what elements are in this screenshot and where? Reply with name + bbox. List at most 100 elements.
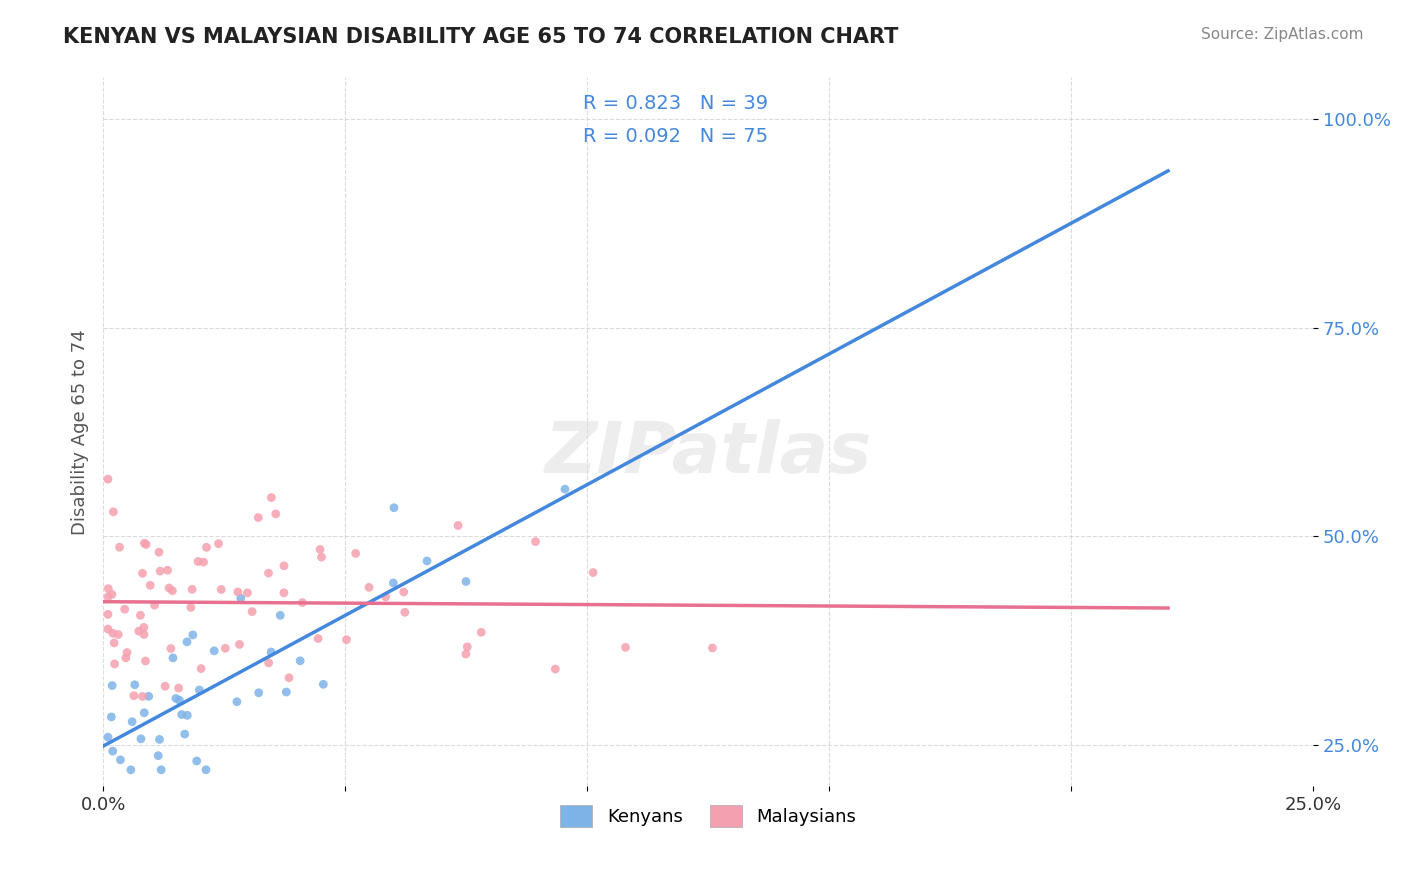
Point [335, 632, 357, 647]
Point [167, 681, 190, 695]
Point [148, 748, 170, 763]
Point [264, 507, 287, 521]
Point [176, 635, 198, 649]
Point [134, 654, 156, 668]
Point [107, 627, 129, 641]
Y-axis label: Disability Age 65 to 74: Disability Age 65 to 74 [72, 329, 89, 535]
Point [357, 580, 380, 594]
Point [226, 695, 249, 709]
Point [134, 706, 156, 720]
Point [97, 730, 120, 744]
Point [382, 500, 405, 515]
Point [291, 596, 314, 610]
Point [181, 582, 204, 597]
Point [97, 472, 120, 486]
Point [176, 708, 198, 723]
Point [416, 554, 439, 568]
Point [115, 646, 138, 660]
Point [544, 662, 567, 676]
Point [97, 590, 120, 604]
Point [193, 555, 215, 569]
Point [392, 585, 415, 599]
Point [156, 563, 179, 577]
Point [157, 581, 180, 595]
Point [121, 714, 143, 729]
Point [150, 763, 173, 777]
Point [257, 566, 280, 581]
Point [131, 690, 153, 704]
Point [132, 627, 155, 641]
Point [103, 505, 125, 519]
Point [101, 587, 124, 601]
Point [207, 536, 229, 550]
Point [101, 679, 124, 693]
Point [209, 582, 232, 597]
Point [180, 600, 202, 615]
Point [260, 645, 283, 659]
Point [131, 566, 153, 581]
Point [143, 598, 166, 612]
Point [214, 641, 236, 656]
Point [173, 727, 195, 741]
Point [162, 583, 184, 598]
Text: KENYAN VS MALAYSIAN DISABILITY AGE 65 TO 74 CORRELATION CHART: KENYAN VS MALAYSIAN DISABILITY AGE 65 TO… [63, 27, 898, 46]
Point [186, 754, 208, 768]
Point [470, 625, 492, 640]
Point [312, 677, 335, 691]
Point [456, 640, 478, 654]
Point [226, 585, 249, 599]
Point [247, 510, 270, 524]
Point [148, 545, 170, 559]
Point [122, 689, 145, 703]
Point [101, 744, 124, 758]
Point [311, 550, 333, 565]
Point [614, 640, 637, 655]
Point [110, 753, 132, 767]
Text: Source: ZipAtlas.com: Source: ZipAtlas.com [1201, 27, 1364, 42]
Point [273, 586, 295, 600]
Point [228, 637, 250, 651]
Point [307, 632, 329, 646]
Point [394, 605, 416, 619]
Point [129, 731, 152, 746]
Point [165, 691, 187, 706]
Point [240, 605, 263, 619]
Point [170, 707, 193, 722]
Point [153, 679, 176, 693]
Point [454, 574, 477, 589]
Point [447, 518, 470, 533]
Point [160, 641, 183, 656]
Point [236, 586, 259, 600]
Point [702, 640, 724, 655]
Point [115, 651, 138, 665]
Point [202, 644, 225, 658]
Point [195, 541, 218, 555]
Point [97, 607, 120, 622]
Point [257, 656, 280, 670]
Point [103, 636, 125, 650]
Point [190, 662, 212, 676]
Point [138, 690, 160, 704]
Point [278, 671, 301, 685]
Point [187, 555, 209, 569]
Point [135, 537, 157, 551]
Point [260, 491, 283, 505]
Text: R = 0.092   N = 75: R = 0.092 N = 75 [583, 127, 769, 145]
Point [582, 566, 605, 580]
Point [374, 590, 396, 604]
Legend: Kenyans, Malaysians: Kenyans, Malaysians [553, 797, 863, 834]
Point [188, 683, 211, 698]
Point [149, 564, 172, 578]
Point [162, 651, 184, 665]
Point [524, 534, 547, 549]
Point [181, 628, 204, 642]
Point [100, 710, 122, 724]
Point [148, 732, 170, 747]
Point [288, 654, 311, 668]
Point [382, 576, 405, 591]
Point [195, 763, 218, 777]
Point [134, 536, 156, 550]
Point [229, 591, 252, 606]
Point [273, 558, 295, 573]
Point [129, 608, 152, 623]
